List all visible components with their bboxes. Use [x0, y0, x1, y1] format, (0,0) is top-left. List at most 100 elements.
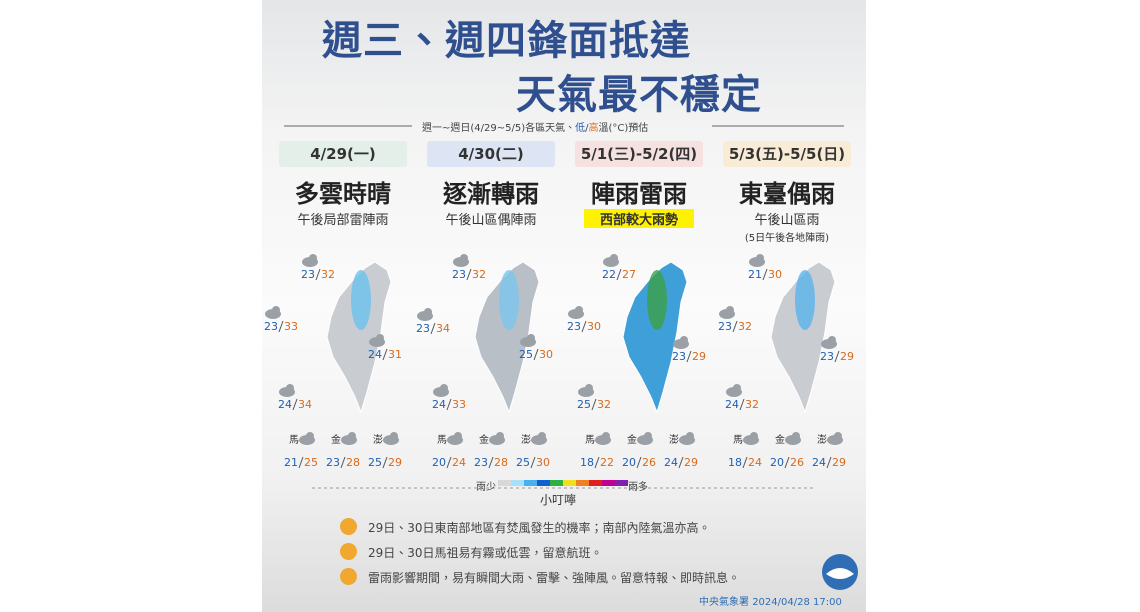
island-name: 金: [775, 433, 785, 446]
island-name: 金: [479, 433, 489, 446]
temp-low: 25: [577, 398, 591, 411]
weather-icon: [610, 254, 618, 262]
weather-icon: [348, 432, 356, 440]
tip-icon: [340, 518, 357, 535]
weather-icon: [644, 432, 652, 440]
legend-swatch: [511, 480, 524, 486]
temp-high: 32: [321, 268, 335, 281]
footer: 中央氣象署 2024/04/28 17:00: [699, 593, 842, 608]
temp-separator: [762, 268, 768, 281]
temp-separator: [382, 348, 388, 361]
legend-swatch: [550, 480, 563, 486]
island-name: 馬: [289, 434, 299, 446]
island-name: 澎: [669, 434, 679, 446]
temp-separator: [826, 456, 832, 469]
legend-swatch: [537, 480, 550, 486]
temp-high: 28: [346, 456, 360, 469]
legend-swatch: [563, 480, 576, 486]
weather-icon: [272, 306, 280, 314]
weather-icon: [309, 254, 317, 262]
temp-high: 27: [622, 268, 636, 281]
temp-separator: [636, 456, 642, 469]
temp-high: 24: [748, 456, 762, 469]
legend-swatch: [524, 480, 537, 486]
temp-high: 34: [298, 398, 312, 411]
rain-area: [499, 270, 519, 330]
weather-icon: [424, 308, 432, 316]
note-2: (5日午後各地陣雨): [744, 233, 830, 244]
temp-low: 20: [622, 456, 636, 469]
temp-high: 29: [684, 456, 698, 469]
tip-icon: [340, 568, 357, 585]
temp-high: 28: [494, 456, 508, 469]
subtitle: 週一~週日(4/29~5/5)各區天氣、低/高溫(°C)預估: [422, 119, 648, 134]
subtitle-low: 低: [575, 123, 586, 134]
temp-low: 23: [672, 350, 686, 363]
temp-separator: [616, 268, 622, 281]
temp-high: 29: [388, 456, 402, 469]
temp-separator: [834, 350, 840, 363]
temp-low: 18: [728, 456, 742, 469]
temp-low: 21: [284, 456, 298, 469]
temp-separator: [292, 398, 298, 411]
temp-low: 21: [748, 268, 762, 281]
temp-low: 23: [452, 268, 466, 281]
legend-low: 雨少: [476, 482, 496, 493]
temp-separator: [298, 456, 304, 469]
weather-icon: [756, 254, 764, 262]
rain-area: [647, 270, 667, 330]
temp-high: 24: [452, 456, 466, 469]
weather-icon: [454, 432, 462, 440]
weather-icon: [602, 432, 610, 440]
temp-separator: [446, 456, 452, 469]
temp-low: 20: [432, 456, 446, 469]
title-line-2: 天氣最不穩定: [516, 72, 762, 118]
island-name: 金: [627, 433, 637, 446]
note: 西部較大雨勢: [584, 209, 694, 228]
weather: 逐漸轉雨: [443, 180, 539, 208]
temp-low: 24: [664, 456, 678, 469]
weather-icon: [792, 432, 800, 440]
legend-swatch: [498, 480, 511, 486]
temp-high: 26: [790, 456, 804, 469]
footer-agency: 中央氣象署: [699, 597, 749, 608]
legend-swatch: [602, 480, 615, 486]
weather-icon: [306, 432, 314, 440]
temp-high: 25: [304, 456, 318, 469]
tip: 29日、30日東南部地區有焚風發生的機率；南部內陸氣溫亦高。: [368, 521, 711, 535]
weather-icon: [575, 306, 583, 314]
temp-high: 22: [600, 456, 614, 469]
temp-separator: [678, 456, 684, 469]
weather-icon: [733, 384, 741, 392]
temp-separator: [488, 456, 494, 469]
temp-low: 24: [368, 348, 382, 361]
note: 午後局部雷陣雨: [297, 213, 389, 228]
weather-icon: [750, 432, 758, 440]
temp-separator: [739, 398, 745, 411]
weather-icon: [585, 384, 593, 392]
subtitle-part: 溫(°C)預估: [598, 123, 649, 134]
temp-high: 30: [539, 348, 553, 361]
temp-separator: [594, 456, 600, 469]
island-name: 澎: [817, 434, 827, 446]
temp-low: 23: [326, 456, 340, 469]
date-pill: 5/1(三)-5/2(四): [575, 141, 703, 167]
reminder-title: 小叮嚀: [540, 493, 577, 507]
temp-high: 32: [597, 398, 611, 411]
temp-low: 23: [820, 350, 834, 363]
temp-separator: [530, 456, 536, 469]
temp-separator: [446, 398, 452, 411]
weather-icon: [390, 432, 398, 440]
temp-high: 31: [388, 348, 402, 361]
rain-area: [795, 270, 815, 330]
weather-icon: [527, 334, 535, 342]
weather-icon: [680, 336, 688, 344]
temp-low: 22: [602, 268, 616, 281]
temp-high: 34: [436, 322, 450, 335]
weather-icon: [376, 334, 384, 342]
temp-separator: [466, 268, 472, 281]
temp-low: 23: [567, 320, 581, 333]
temp-high: 32: [745, 398, 759, 411]
island-name: 馬: [437, 434, 447, 446]
temp-high: 33: [452, 398, 466, 411]
